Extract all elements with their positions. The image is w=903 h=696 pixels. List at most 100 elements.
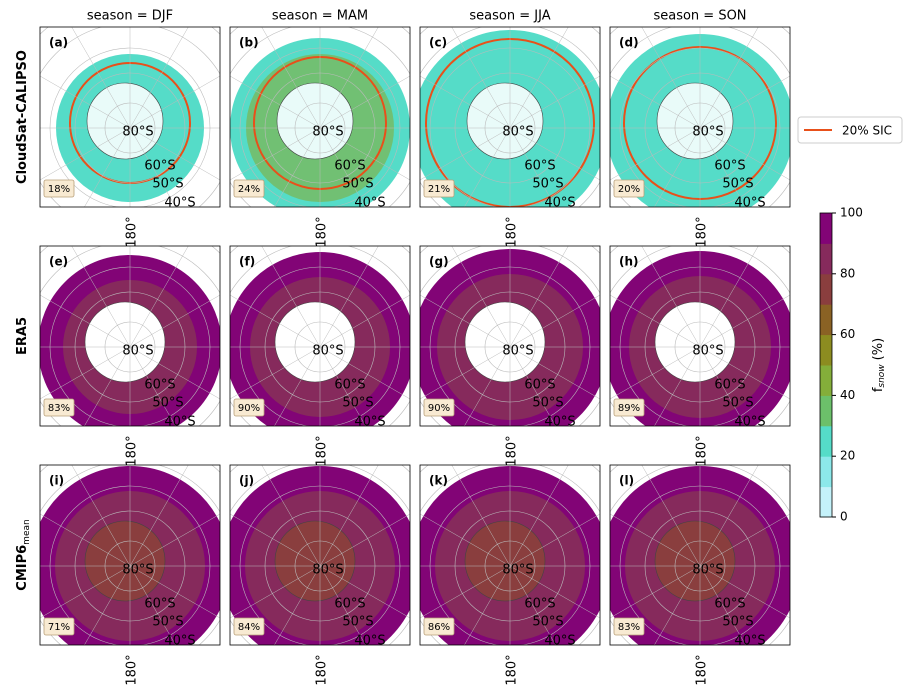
latitude-label: 60°S xyxy=(524,159,555,174)
meridian xyxy=(610,294,701,348)
column-title: season = SON xyxy=(653,9,746,24)
latitude-label: 50°S xyxy=(532,177,563,192)
share-label: 86% xyxy=(428,622,450,633)
meridian xyxy=(509,27,569,129)
share-box xyxy=(43,617,75,636)
snow-inner xyxy=(84,520,166,602)
meridian xyxy=(319,127,410,181)
snow-inner xyxy=(654,301,736,383)
meridian xyxy=(129,465,189,567)
meridian xyxy=(319,465,379,567)
panel-letter: (d) xyxy=(619,36,639,50)
latitude-label: 40°S xyxy=(354,415,385,430)
colorbar-label: fsnow (%) xyxy=(871,338,887,392)
latitude-label: 60°S xyxy=(144,378,175,393)
meridian xyxy=(451,465,511,567)
panel-frame xyxy=(609,245,791,427)
panel-frame xyxy=(229,464,411,646)
latitude-label: 50°S xyxy=(152,615,183,630)
meridian xyxy=(420,346,511,400)
meridian xyxy=(319,75,410,129)
panel-letter: (l) xyxy=(619,474,634,488)
meridian xyxy=(699,75,790,129)
share-label: 90% xyxy=(238,403,260,414)
longitude-label: 180° xyxy=(315,435,330,466)
row-label: ERA5 xyxy=(15,317,30,355)
share-box xyxy=(43,398,75,417)
latitude-label: 50°S xyxy=(342,177,373,192)
meridian xyxy=(699,294,790,348)
panel-frame xyxy=(39,245,221,427)
latitude-label: 80°S xyxy=(122,563,153,578)
colorbar-band xyxy=(820,365,832,396)
meridian xyxy=(699,513,790,567)
latitude-label: 40°S xyxy=(354,196,385,211)
meridian xyxy=(274,346,321,426)
snow-inner xyxy=(274,301,356,383)
meridian xyxy=(509,127,556,207)
row-label-text: ERA5 xyxy=(15,317,30,355)
colorbar-band xyxy=(820,486,832,518)
map xyxy=(610,27,790,207)
panel-letter: (b) xyxy=(239,36,259,50)
meridian xyxy=(699,27,759,129)
snow-inner xyxy=(274,520,356,602)
meridian xyxy=(71,465,131,567)
map xyxy=(230,465,410,645)
longitude-label: 180° xyxy=(315,654,330,685)
panel-frame xyxy=(39,26,221,208)
share-box xyxy=(423,398,455,417)
meridian xyxy=(71,27,131,129)
meridian xyxy=(319,27,379,129)
meridian xyxy=(129,565,220,619)
meridian xyxy=(451,246,511,348)
meridian xyxy=(230,75,321,129)
panel-frame xyxy=(609,26,791,208)
meridian xyxy=(129,75,220,129)
meridian xyxy=(509,565,556,645)
meridian xyxy=(319,246,379,348)
share-label: 89% xyxy=(618,403,640,414)
meridian xyxy=(129,513,220,567)
panel-frame xyxy=(229,245,411,427)
share-box xyxy=(233,617,265,636)
share-label: 83% xyxy=(48,403,70,414)
meridian xyxy=(509,513,600,567)
latitude-label: 40°S xyxy=(544,634,575,649)
antarctica xyxy=(656,82,734,160)
share-label: 21% xyxy=(428,184,450,195)
latitude-label: 80°S xyxy=(122,344,153,359)
latitude-label: 60°S xyxy=(524,378,555,393)
share-box xyxy=(423,179,455,198)
meridian xyxy=(319,346,410,400)
panel-letter: (g) xyxy=(429,255,449,269)
meridian xyxy=(319,127,366,207)
panel-frame xyxy=(419,245,601,427)
meridian xyxy=(129,565,176,645)
longitude-label: 180° xyxy=(125,435,140,466)
meridian xyxy=(84,565,131,645)
antarctica xyxy=(86,82,164,160)
latitude-label: 80°S xyxy=(692,563,723,578)
map xyxy=(420,465,600,645)
share-label: 90% xyxy=(428,403,450,414)
meridian xyxy=(641,465,701,567)
meridian xyxy=(84,127,131,207)
colorbar-tick-label: 40 xyxy=(840,388,855,402)
meridian xyxy=(451,27,511,129)
meridian xyxy=(261,27,321,129)
colorbar-tick-label: 80 xyxy=(840,266,855,280)
panel-letter: (c) xyxy=(429,36,447,50)
latitude-label: 60°S xyxy=(334,597,365,612)
meridian xyxy=(610,565,701,619)
row-label-text: CloudSat-CALIPSO xyxy=(15,50,30,184)
latitude-label: 50°S xyxy=(342,396,373,411)
panel-frame xyxy=(39,464,221,646)
longitude-label: 180° xyxy=(505,216,520,247)
longitude-label: 180° xyxy=(695,216,710,247)
latitude-label: 60°S xyxy=(144,597,175,612)
meridian xyxy=(40,127,131,181)
latitude-label: 60°S xyxy=(714,597,745,612)
share-label: 71% xyxy=(48,622,70,633)
latitude-label: 50°S xyxy=(342,615,373,630)
